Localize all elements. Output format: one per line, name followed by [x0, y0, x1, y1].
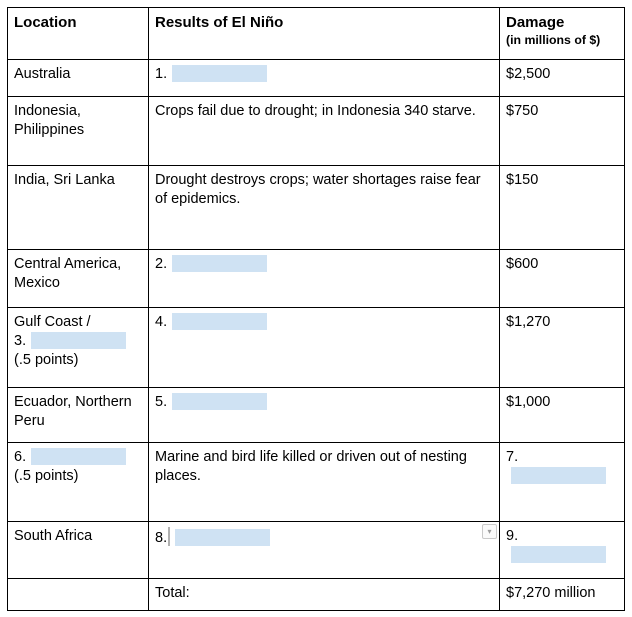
damage-cell: $1,270 [499, 307, 625, 388]
answer-blank-1[interactable] [172, 65, 268, 82]
el-nino-results-table: Location Results of El Niño Damage (in m… [7, 7, 625, 611]
table-row-south-africa: South Africa 8. ▾ 9. [7, 521, 625, 579]
text-cursor [168, 527, 171, 546]
blank-number-label: 5. [155, 394, 168, 410]
result-cell: Drought destroys crops; water shortages … [148, 165, 500, 250]
empty-cell [7, 578, 149, 611]
column-header-results: Results of El Niño [148, 7, 500, 60]
location-cell: Gulf Coast / 3. (.5 points) [7, 307, 149, 388]
answer-blank-5[interactable] [172, 393, 268, 410]
blank-number-label: 8. [155, 530, 168, 546]
table-row-central-america: Central America, Mexico 2. $600 [7, 249, 625, 308]
answer-blank-8[interactable] [175, 529, 271, 546]
points-note: (.5 points) [14, 352, 79, 369]
damage-cell: $750 [499, 96, 625, 166]
blank-number-label: 6. [14, 449, 27, 465]
location-cell: 6. (.5 points) [7, 442, 149, 522]
result-cell: 1. [148, 59, 500, 97]
damage-header-subtitle: (in millions of $) [506, 32, 601, 47]
answer-blank-4[interactable] [172, 313, 268, 330]
column-header-location: Location [7, 7, 149, 60]
location-cell: Central America, Mexico [7, 249, 149, 308]
result-cell: Marine and bird life killed or driven ou… [148, 442, 500, 522]
answer-blank-3[interactable] [31, 332, 127, 350]
blank-number-label: 2. [155, 256, 168, 272]
answer-blank-7[interactable] [511, 467, 606, 485]
damage-cell: $2,500 [499, 59, 625, 97]
total-label-cell: Total: [148, 578, 500, 611]
table-row-gulf-coast: Gulf Coast / 3. (.5 points) 4. $1,270 [7, 307, 625, 388]
location-cell: Ecuador, Northern Peru [7, 387, 149, 443]
table-row-india: India, Sri Lanka Drought destroys crops;… [7, 165, 625, 250]
answer-blank-9[interactable] [511, 546, 606, 564]
column-header-damage: Damage (in millions of $) [499, 7, 625, 60]
table-row-marine: 6. (.5 points) Marine and bird life kill… [7, 442, 625, 522]
header-row: Location Results of El Niño Damage (in m… [7, 7, 625, 60]
location-cell: Australia [7, 59, 149, 97]
answer-blank-2[interactable] [172, 255, 268, 272]
location-cell: South Africa [7, 521, 149, 579]
damage-cell: $1,000 [499, 387, 625, 443]
result-cell: 4. [148, 307, 500, 388]
blank-number-label: 3. [14, 333, 27, 350]
blank-number-label: 7. [506, 449, 519, 465]
damage-header-label: Damage [506, 14, 565, 31]
location-blank-line: 3. [14, 332, 142, 351]
result-cell: 8. ▾ [148, 521, 500, 579]
location-text: Gulf Coast / [14, 314, 91, 330]
location-cell: India, Sri Lanka [7, 165, 149, 250]
total-value-cell: $7,270 million [499, 578, 625, 611]
damage-cell: 9. [499, 521, 625, 579]
answer-blank-6[interactable] [31, 448, 127, 465]
chevron-down-icon[interactable]: ▾ [482, 524, 497, 539]
result-cell: Crops fail due to drought; in Indonesia … [148, 96, 500, 166]
result-cell: 5. [148, 387, 500, 443]
table-row-australia: Australia 1. $2,500 [7, 59, 625, 97]
result-cell: 2. [148, 249, 500, 308]
table-row-total: Total: $7,270 million [7, 578, 625, 611]
location-blank-line: 6. [14, 448, 142, 467]
damage-cell: $600 [499, 249, 625, 308]
damage-cell: 7. [499, 442, 625, 522]
table-row-indonesia: Indonesia, Philippines Crops fail due to… [7, 96, 625, 166]
points-note: (.5 points) [14, 468, 79, 485]
blank-number-label: 4. [155, 314, 168, 330]
table-row-ecuador: Ecuador, Northern Peru 5. $1,000 [7, 387, 625, 443]
blank-number-label: 9. [506, 528, 519, 544]
location-cell: Indonesia, Philippines [7, 96, 149, 166]
damage-cell: $150 [499, 165, 625, 250]
blank-number-label: 1. [155, 66, 168, 82]
